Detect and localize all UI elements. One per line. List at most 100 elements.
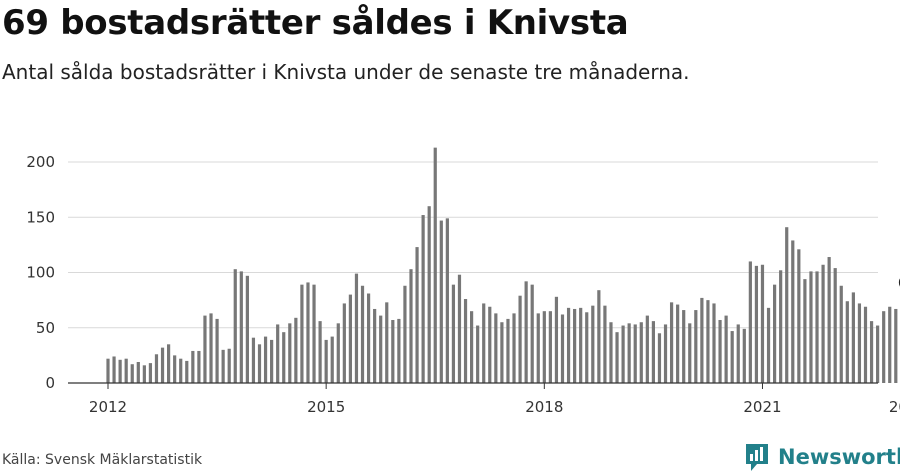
bar (300, 284, 304, 383)
bar (688, 323, 692, 383)
bar (833, 268, 837, 383)
bar (585, 312, 589, 383)
bar (154, 354, 159, 383)
bar (233, 269, 237, 383)
bar (845, 301, 849, 383)
bar (270, 339, 274, 383)
bar (718, 320, 722, 383)
bar (421, 215, 425, 383)
bar (869, 321, 874, 383)
newsworthy-logo-icon (746, 444, 768, 471)
bar (379, 315, 383, 383)
bar (445, 218, 449, 383)
bar (736, 324, 740, 383)
bar (179, 358, 183, 383)
x-tick-label: 2023 (889, 398, 900, 416)
bar (706, 300, 710, 384)
bar (306, 282, 310, 383)
bar (742, 328, 746, 383)
bar (148, 363, 153, 383)
bar (560, 314, 565, 383)
labels: 0 50 100 150 200 2012 2015 2018 2021 2023 69 (26, 153, 900, 416)
x-tick-label: 2018 (525, 398, 563, 416)
bar (615, 332, 619, 383)
bar (566, 307, 571, 383)
bar (857, 303, 862, 383)
bar (330, 336, 334, 383)
bar (354, 273, 359, 383)
bar (676, 304, 680, 383)
bar (518, 295, 522, 383)
bar (882, 311, 886, 383)
bar (730, 331, 734, 383)
bar (142, 365, 146, 383)
bar (663, 324, 668, 383)
bar (633, 324, 637, 383)
bar (700, 297, 704, 383)
bar (118, 359, 122, 383)
bar (294, 317, 298, 383)
bar (191, 350, 195, 383)
bar (324, 339, 328, 383)
bar (863, 306, 868, 383)
bar (821, 264, 825, 383)
bar (318, 321, 322, 383)
bar (682, 310, 686, 383)
bar (627, 323, 631, 383)
y-tick-label: 0 (45, 374, 55, 392)
bar (785, 227, 789, 383)
bar (512, 313, 516, 383)
bar (639, 322, 643, 383)
bar (851, 292, 855, 383)
bar (203, 315, 207, 383)
bar (415, 247, 419, 383)
bar (112, 356, 116, 383)
bar (779, 270, 783, 383)
bar (245, 275, 249, 383)
brand-name: Newsworthy (778, 445, 900, 469)
bar (651, 321, 655, 383)
bar (215, 318, 219, 383)
bar (433, 147, 437, 383)
bar (263, 336, 268, 383)
bar (530, 284, 534, 383)
bar (827, 257, 831, 383)
bar (669, 302, 674, 383)
bar (348, 294, 352, 383)
bar (791, 240, 795, 383)
bar (173, 355, 177, 384)
bar (276, 324, 280, 383)
bar (463, 299, 468, 383)
bar (136, 362, 140, 383)
source-note: Källa: Svensk Mäklarstatistik (2, 452, 203, 468)
bar (554, 296, 559, 383)
bar (773, 284, 777, 383)
bar (185, 360, 189, 383)
bar (409, 269, 413, 383)
bar (366, 293, 371, 383)
bar (439, 220, 443, 383)
bar (754, 265, 759, 383)
x-tick-label: 2012 (89, 398, 127, 416)
bar (506, 318, 510, 383)
bar (888, 306, 892, 383)
bar (470, 311, 474, 383)
bar (876, 325, 880, 383)
bar (609, 322, 613, 383)
bar (476, 325, 480, 383)
bar-chart: 0 50 100 150 200 2012 2015 2018 2021 2023 69 (26, 147, 900, 416)
bar (724, 315, 728, 383)
bar (451, 284, 456, 383)
bar (251, 337, 256, 383)
bar (760, 264, 765, 383)
bar (397, 318, 401, 383)
bar (803, 279, 807, 383)
bar (221, 349, 225, 383)
bar (373, 308, 377, 383)
brand-logo[interactable]: Newsworthy (744, 441, 900, 473)
bar (360, 285, 365, 383)
bar (797, 249, 801, 383)
bar (500, 322, 504, 383)
bar (391, 320, 395, 383)
bar (645, 315, 649, 383)
